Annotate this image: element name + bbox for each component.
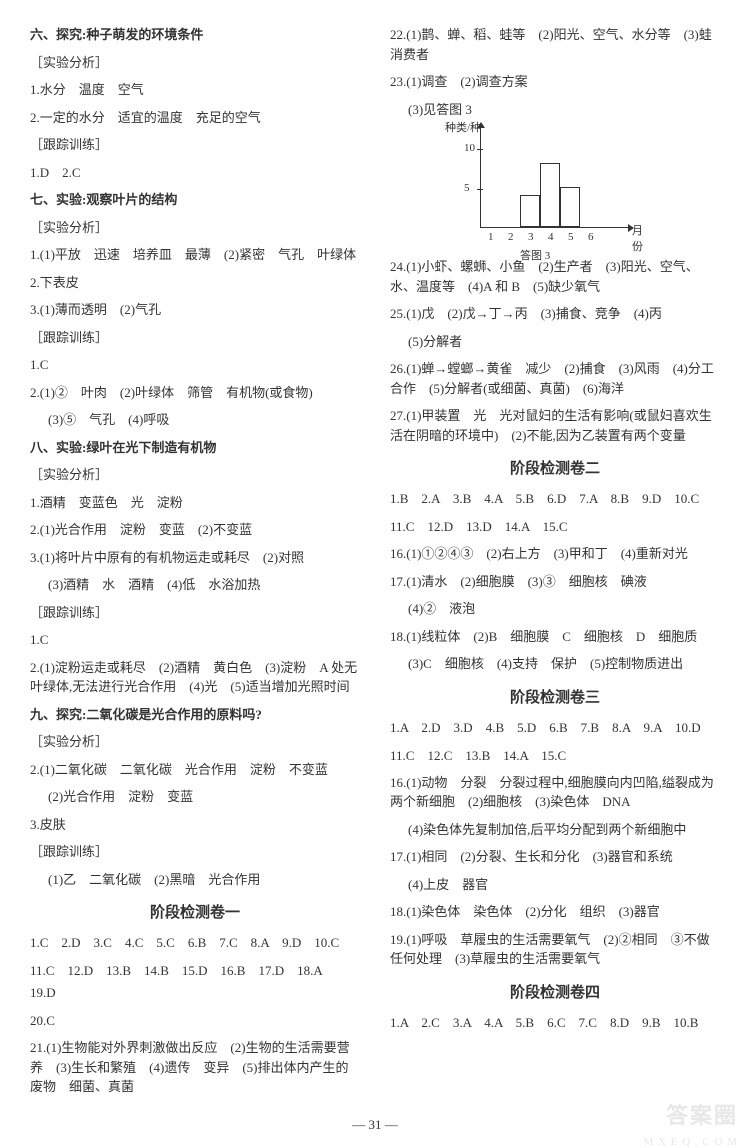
test1-title: 阶段检测卷一 bbox=[30, 901, 360, 922]
s7-1: 1.(1)平放 迅速 培养皿 最薄 (2)紧密 气孔 叶绿体 bbox=[30, 245, 360, 265]
s6-track: 1.D 2.C bbox=[30, 163, 360, 183]
t2-17b: (4)② 液泡 bbox=[390, 599, 720, 619]
t2-17: 17.(1)清水 (2)细胞膜 (3)③ 细胞核 碘液 bbox=[390, 572, 720, 592]
page-number: — 31 — bbox=[30, 1117, 720, 1133]
t3-19: 19.(1)呼吸 草履虫的生活需要氧气 (2)②相同 ③不做任何处理 (3)草履… bbox=[390, 930, 720, 969]
section-7-title: 七、实验:观察叶片的结构 bbox=[30, 190, 360, 210]
watermark-sub: M X E Q . C O M bbox=[644, 1136, 738, 1148]
t2-18: 18.(1)线粒体 (2)B 细胞膜 C 细胞核 D 细胞质 bbox=[390, 627, 720, 647]
s9-t: (1)乙 二氧化碳 (2)黑暗 光合作用 bbox=[30, 870, 360, 890]
arrow-y-icon bbox=[477, 122, 485, 128]
exp-analysis-label-8: ［实验分析］ bbox=[30, 465, 360, 485]
section-9-title: 九、探究:二氧化碳是光合作用的原料吗? bbox=[30, 705, 360, 725]
t4-r1: 1.A 2.C 3.A 4.A 5.B 6.C 7.C 8.D 9.B 10.B bbox=[390, 1012, 720, 1034]
section-8-title: 八、实验:绿叶在光下制造有机物 bbox=[30, 438, 360, 458]
ytick: 10 bbox=[464, 142, 475, 154]
chart-bar bbox=[520, 195, 540, 227]
s7-t1: 1.C bbox=[30, 355, 360, 375]
r25: 25.(1)戊 (2)戊→丁→丙 (3)捕食、竞争 (4)丙 bbox=[390, 304, 720, 324]
left-column: 六、探究:种子萌发的环境条件 ［实验分析］ 1.水分 温度 空气 2.一定的水分… bbox=[30, 25, 360, 1105]
t2-16: 16.(1)①②④③ (2)右上方 (3)甲和丁 (4)重新对光 bbox=[390, 544, 720, 564]
t3-16b: (4)染色体先复制加倍,后平均分配到两个新细胞中 bbox=[390, 820, 720, 840]
exp-analysis-label: ［实验分析］ bbox=[30, 53, 360, 73]
ytick: 5 bbox=[464, 182, 470, 194]
test3-title: 阶段检测卷三 bbox=[390, 686, 720, 707]
bar-chart: 种类/种 105123456 月份 答图 3 bbox=[450, 127, 630, 247]
s8-2: 2.(1)光合作用 淀粉 变蓝 (2)不变蓝 bbox=[30, 520, 360, 540]
t1-r2: 11.C 12.D 13.B 14.B 15.D 16.B 17.D 18.A … bbox=[30, 960, 360, 1004]
chart-wrap: 种类/种 105123456 月份 答图 3 bbox=[450, 127, 720, 247]
ytick-mark bbox=[477, 149, 483, 150]
r23: 23.(1)调查 (2)调查方案 bbox=[390, 72, 720, 92]
track-label-9: ［跟踪训练］ bbox=[30, 842, 360, 862]
exp-analysis-label-7: ［实验分析］ bbox=[30, 218, 360, 238]
track-label-8: ［跟踪训练］ bbox=[30, 603, 360, 623]
s9-3: 3.皮肤 bbox=[30, 815, 360, 835]
xtick: 2 bbox=[508, 231, 514, 243]
r23b: (3)见答图 3 bbox=[390, 100, 720, 120]
t2-r2: 11.C 12.D 13.D 14.A 15.C bbox=[390, 516, 720, 538]
s8-1: 1.酒精 变蓝色 光 淀粉 bbox=[30, 493, 360, 513]
r26: 26.(1)蝉→螳螂→黄雀 减少 (2)捕食 (3)风雨 (4)分工合作 (5)… bbox=[390, 359, 720, 398]
t3-r2: 11.C 12.C 13.B 14.A 15.C bbox=[390, 745, 720, 767]
test2-title: 阶段检测卷二 bbox=[390, 457, 720, 478]
t3-17b: (4)上皮 器官 bbox=[390, 875, 720, 895]
xtick: 3 bbox=[528, 231, 534, 243]
xtick: 6 bbox=[588, 231, 594, 243]
chart-bar bbox=[540, 163, 560, 227]
r24: 24.(1)小虾、螺蛳、小鱼 (2)生产者 (3)阳光、空气、水、温度等 (4)… bbox=[390, 257, 720, 296]
s9-2: 2.(1)二氧化碳 二氧化碳 光合作用 淀粉 不变蓝 bbox=[30, 760, 360, 780]
chart-xlabel: 月份 bbox=[632, 222, 643, 254]
chart-ylabel: 种类/种 bbox=[445, 119, 481, 135]
xtick: 4 bbox=[548, 231, 554, 243]
s6-1: 1.水分 温度 空气 bbox=[30, 80, 360, 100]
s7-3: 3.(1)薄而透明 (2)气孔 bbox=[30, 300, 360, 320]
s9-2b: (2)光合作用 淀粉 变蓝 bbox=[30, 787, 360, 807]
s7-t2b: (3)⑤ 气孔 (4)呼吸 bbox=[30, 410, 360, 430]
exp-analysis-label-9: ［实验分析］ bbox=[30, 732, 360, 752]
y-axis bbox=[480, 127, 481, 227]
s8-t2: 2.(1)淀粉运走或耗尽 (2)酒精 黄白色 (3)淀粉 A 处无叶绿体,无法进… bbox=[30, 658, 360, 697]
r25b: (5)分解者 bbox=[390, 332, 720, 352]
t2-r1: 1.B 2.A 3.B 4.A 5.B 6.D 7.A 8.B 9.D 10.C bbox=[390, 488, 720, 510]
s8-3b: (3)酒精 水 酒精 (4)低 水浴加热 bbox=[30, 575, 360, 595]
chart-bar bbox=[560, 187, 580, 227]
r27: 27.(1)甲装置 光 光对鼠妇的生活有影响(或鼠妇喜欢生活在阴暗的环境中) (… bbox=[390, 406, 720, 445]
s6-2: 2.一定的水分 适宜的温度 充足的空气 bbox=[30, 108, 360, 128]
chart-caption: 答图 3 bbox=[520, 247, 550, 263]
s8-3: 3.(1)将叶片中原有的有机物运走或耗尽 (2)对照 bbox=[30, 548, 360, 568]
content-columns: 六、探究:种子萌发的环境条件 ［实验分析］ 1.水分 温度 空气 2.一定的水分… bbox=[30, 25, 720, 1105]
right-column: 22.(1)鹊、蝉、稻、蛙等 (2)阳光、空气、水分等 (3)蛙 消费者 23.… bbox=[390, 25, 720, 1105]
t3-r1: 1.A 2.D 3.D 4.B 5.D 6.B 7.B 8.A 9.A 10.D bbox=[390, 717, 720, 739]
x-axis bbox=[480, 227, 630, 228]
section-6-title: 六、探究:种子萌发的环境条件 bbox=[30, 25, 360, 45]
s8-t1: 1.C bbox=[30, 630, 360, 650]
r22: 22.(1)鹊、蝉、稻、蛙等 (2)阳光、空气、水分等 (3)蛙 消费者 bbox=[390, 25, 720, 64]
test4-title: 阶段检测卷四 bbox=[390, 981, 720, 1002]
watermark: 答案圈 bbox=[666, 1098, 738, 1130]
t3-17: 17.(1)相同 (2)分裂、生长和分化 (3)器官和系统 bbox=[390, 847, 720, 867]
s7-2: 2.下表皮 bbox=[30, 273, 360, 293]
t1-r3: 20.C bbox=[30, 1010, 360, 1032]
t3-16: 16.(1)动物 分裂 分裂过程中,细胞膜向内凹陷,缢裂成为两个新细胞 (2)细… bbox=[390, 773, 720, 812]
track-label-7: ［跟踪训练］ bbox=[30, 328, 360, 348]
xtick: 1 bbox=[488, 231, 494, 243]
t1-r1: 1.C 2.D 3.C 4.C 5.C 6.B 7.C 8.A 9.D 10.C bbox=[30, 932, 360, 954]
xtick: 5 bbox=[568, 231, 574, 243]
t2-18b: (3)C 细胞核 (4)支持 保护 (5)控制物质进出 bbox=[390, 654, 720, 674]
track-label: ［跟踪训练］ bbox=[30, 135, 360, 155]
t1-21: 21.(1)生物能对外界刺激做出反应 (2)生物的生活需要营养 (3)生长和繁殖… bbox=[30, 1038, 360, 1097]
t3-18: 18.(1)染色体 染色体 (2)分化 组织 (3)器官 bbox=[390, 902, 720, 922]
s7-t2: 2.(1)② 叶肉 (2)叶绿体 筛管 有机物(或食物) bbox=[30, 383, 360, 403]
ytick-mark bbox=[477, 189, 483, 190]
